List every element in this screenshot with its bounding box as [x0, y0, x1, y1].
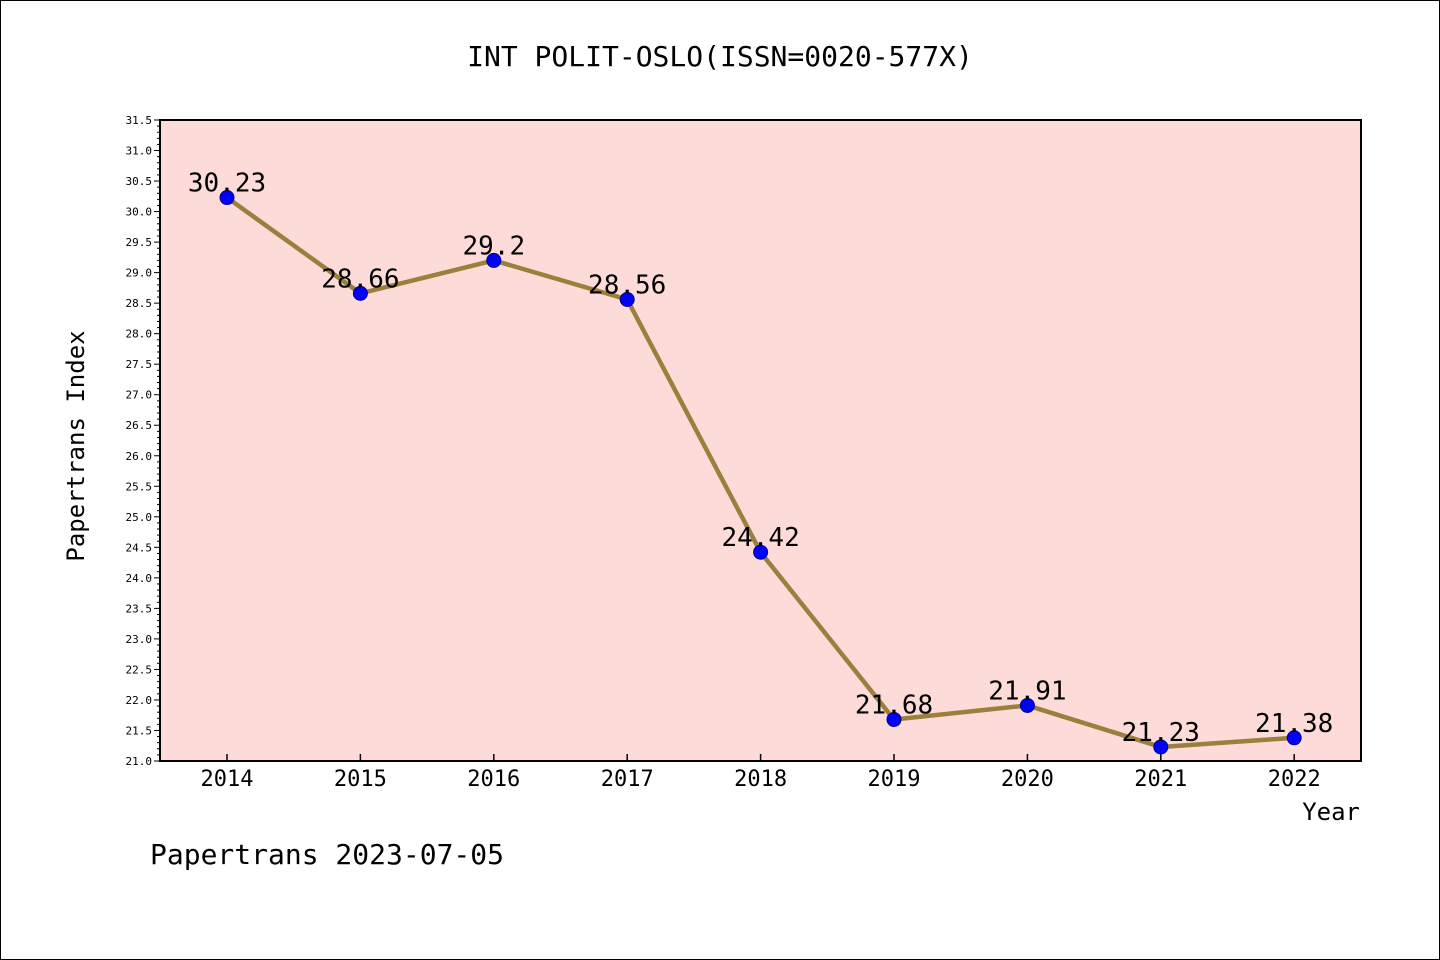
y-tick-label: 22.0	[126, 694, 153, 707]
y-tick-label: 24.5	[126, 541, 153, 554]
x-tick-label: 2016	[467, 767, 520, 792]
y-tick-label: 26.5	[126, 419, 153, 432]
data-label: 28.66	[321, 264, 399, 294]
x-axis: 2014 2015 2016 2017 2018 2019 2020 2021 2022	[201, 754, 1321, 792]
y-tick-label: 27.5	[126, 358, 153, 371]
y-axis-title: Papertrans Index	[62, 330, 90, 561]
data-point	[352, 285, 368, 301]
data-label: 29.2	[462, 231, 525, 261]
data-label: 28.56	[588, 270, 666, 300]
series-markers	[219, 190, 1302, 755]
y-tick-label: 30.0	[126, 206, 153, 219]
plot-area	[159, 119, 1362, 762]
y-tick-label: 24.0	[126, 572, 153, 585]
data-point	[219, 190, 235, 206]
y-tick-label: 21.5	[126, 724, 153, 737]
x-tick-label: 2020	[1001, 767, 1054, 792]
y-tick-label: 27.0	[126, 389, 153, 402]
data-point	[1153, 739, 1169, 755]
y-tick-label: 31.5	[126, 114, 153, 127]
x-tick-label: 2015	[334, 767, 387, 792]
y-tick-label: 28.5	[126, 297, 153, 310]
footer-stamp: Papertrans 2023-07-05	[150, 838, 504, 871]
y-tick-label: 30.5	[126, 175, 153, 188]
x-tick-label: 2019	[868, 767, 921, 792]
y-tick-label: 26.0	[126, 450, 153, 463]
data-point	[886, 711, 902, 727]
data-point	[1019, 697, 1035, 713]
y-tick-label: 23.0	[126, 633, 153, 646]
data-label: 24.42	[721, 523, 799, 553]
data-point	[486, 252, 502, 268]
y-axis: 21.0 21.5 22.0 22.5 23.0 23.5 24.0 24.5 25.0 25.5…	[126, 114, 160, 768]
y-tick-label: 28.0	[126, 328, 153, 341]
y-tick-label: 25.5	[126, 480, 153, 493]
x-tick-label: 2021	[1134, 767, 1187, 792]
y-tick-label: 25.0	[126, 511, 153, 524]
data-point	[1286, 730, 1302, 746]
y-tick-label: 29.0	[126, 267, 153, 280]
x-tick-label: 2014	[201, 767, 254, 792]
x-tick-label: 2018	[734, 767, 787, 792]
data-label: 30.23	[188, 169, 266, 199]
y-tick-label: 31.0	[126, 145, 153, 158]
x-tick-label: 2017	[601, 767, 654, 792]
x-tick-label: 2022	[1268, 767, 1321, 792]
y-tick-label: 21.0	[126, 755, 153, 768]
y-tick-label: 22.5	[126, 663, 153, 676]
data-label: 21.68	[855, 690, 933, 720]
data-label: 21.91	[988, 676, 1066, 706]
x-axis-title: Year	[1302, 798, 1360, 826]
chart-title: INT POLIT-OSLO(ISSN=0020-577X)	[467, 40, 973, 73]
y-tick-label: 29.5	[126, 236, 153, 249]
data-labels: 30.23 28.66 29.2 28.56 24.42 21.68 21.91 21.23 2…	[188, 169, 1333, 748]
data-label: 21.23	[1122, 718, 1200, 748]
data-label: 21.38	[1255, 709, 1333, 739]
data-point	[753, 544, 769, 560]
data-point	[619, 291, 635, 307]
y-tick-label: 23.5	[126, 602, 153, 615]
